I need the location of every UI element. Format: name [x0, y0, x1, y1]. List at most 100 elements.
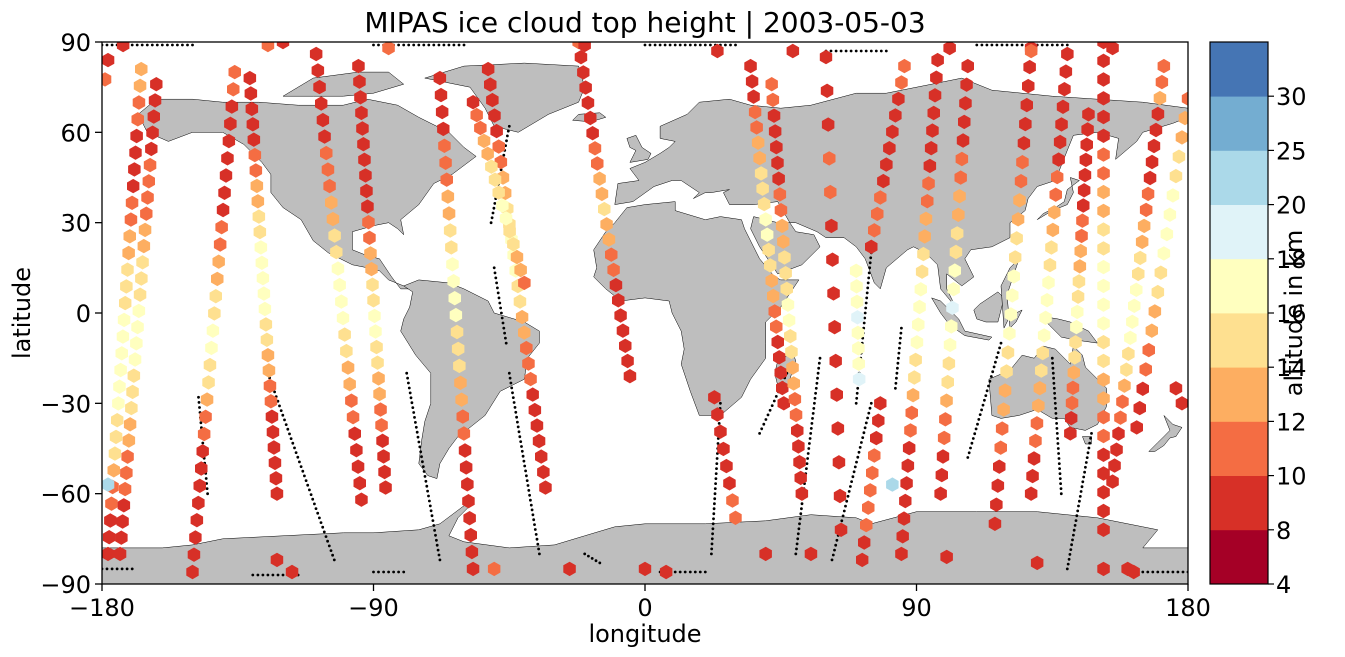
cloud-marker — [127, 178, 140, 194]
colorbar-segment — [1210, 313, 1268, 368]
cloud-marker — [1052, 152, 1065, 167]
cloud-marker — [1097, 184, 1110, 200]
cloud-marker — [259, 317, 273, 332]
cloud-marker — [370, 339, 383, 355]
cloud-marker — [208, 306, 221, 321]
no-cloud-point — [197, 395, 200, 399]
cloud-marker — [249, 163, 263, 178]
cloud-marker — [612, 293, 625, 308]
no-cloud-point — [967, 451, 971, 455]
cloud-marker — [1151, 106, 1165, 122]
no-cloud-point — [855, 391, 859, 395]
no-cloud-point — [985, 43, 989, 47]
no-cloud-point — [698, 570, 702, 574]
no-cloud-point — [764, 418, 768, 421]
no-cloud-point — [711, 532, 714, 536]
cloud-marker — [371, 355, 384, 370]
cloud-marker — [1154, 265, 1168, 280]
y-tick-label: 90 — [60, 29, 91, 57]
cloud-marker — [360, 183, 373, 199]
no-cloud-point — [809, 427, 813, 430]
cloud-marker — [824, 184, 837, 200]
cloud-marker — [267, 440, 281, 455]
cloud-marker — [216, 202, 230, 218]
cloud-marker — [111, 413, 124, 428]
no-cloud-point — [768, 408, 772, 412]
no-cloud-point — [1078, 495, 1082, 498]
cloud-marker — [1068, 350, 1081, 365]
cloud-marker — [1126, 314, 1139, 329]
cloud-marker — [940, 549, 953, 565]
no-cloud-point — [839, 49, 843, 53]
no-cloud-point — [808, 437, 812, 440]
cloud-marker — [352, 58, 365, 74]
no-cloud-point — [1146, 570, 1150, 574]
no-cloud-point — [978, 413, 982, 416]
cloud-marker — [224, 116, 237, 131]
cloud-marker — [883, 141, 896, 156]
no-cloud-point — [181, 43, 184, 47]
cloud-marker — [315, 96, 328, 111]
cloud-marker — [187, 547, 201, 562]
cloud-marker — [757, 196, 771, 212]
cloud-marker — [958, 114, 971, 130]
no-cloud-point — [710, 552, 713, 556]
cloud-marker — [850, 279, 863, 294]
cloud-marker — [593, 171, 606, 186]
cloud-marker — [382, 42, 395, 56]
cloud-marker — [526, 387, 539, 402]
no-cloud-point — [983, 398, 986, 402]
cloud-marker — [789, 407, 803, 423]
cloud-marker — [899, 493, 912, 509]
cloud-marker — [336, 310, 350, 326]
cloud-marker — [1016, 155, 1029, 170]
no-cloud-point — [406, 376, 409, 380]
no-cloud-point — [698, 43, 702, 47]
no-cloud-point — [653, 43, 657, 47]
cloud-marker — [490, 123, 503, 139]
no-cloud-point — [833, 548, 836, 552]
cloud-marker — [1071, 289, 1085, 304]
cloud-marker — [205, 340, 218, 356]
no-cloud-point — [522, 459, 526, 463]
cloud-marker — [254, 240, 268, 255]
no-cloud-point — [814, 391, 817, 395]
cloud-marker — [128, 352, 142, 367]
cloud-marker — [1106, 42, 1119, 56]
no-cloud-point — [806, 457, 809, 460]
no-cloud-point — [710, 542, 714, 546]
cloud-marker — [1155, 74, 1169, 90]
no-cloud-point — [418, 445, 422, 449]
land-borneo — [973, 291, 1005, 323]
cloud-marker — [1163, 207, 1177, 222]
no-cloud-point — [521, 454, 525, 458]
no-cloud-point — [266, 573, 270, 577]
no-cloud-point — [198, 406, 201, 409]
cloud-marker — [935, 467, 948, 483]
cloud-marker — [461, 477, 474, 492]
no-cloud-point — [1045, 43, 1049, 47]
cloud-marker — [114, 362, 127, 378]
cloud-marker — [266, 424, 280, 440]
no-cloud-point — [276, 573, 280, 577]
cloud-marker — [449, 307, 463, 323]
cloud-marker — [993, 459, 1006, 474]
no-cloud-point — [867, 276, 871, 280]
cloud-marker — [1026, 468, 1039, 484]
cloud-marker — [331, 261, 345, 276]
no-cloud-point — [857, 450, 861, 454]
cloud-marker — [474, 120, 487, 136]
no-cloud-point — [1074, 519, 1078, 522]
no-cloud-point — [502, 153, 506, 157]
cloud-marker — [1078, 167, 1092, 183]
no-cloud-point — [817, 361, 821, 365]
no-cloud-point — [1084, 465, 1087, 469]
no-cloud-point — [867, 411, 871, 415]
cloud-marker — [912, 317, 925, 332]
no-cloud-point — [319, 521, 323, 524]
no-cloud-point — [524, 469, 527, 473]
no-cloud-point — [530, 508, 534, 512]
cloud-marker — [892, 91, 905, 107]
no-cloud-point — [734, 43, 737, 47]
